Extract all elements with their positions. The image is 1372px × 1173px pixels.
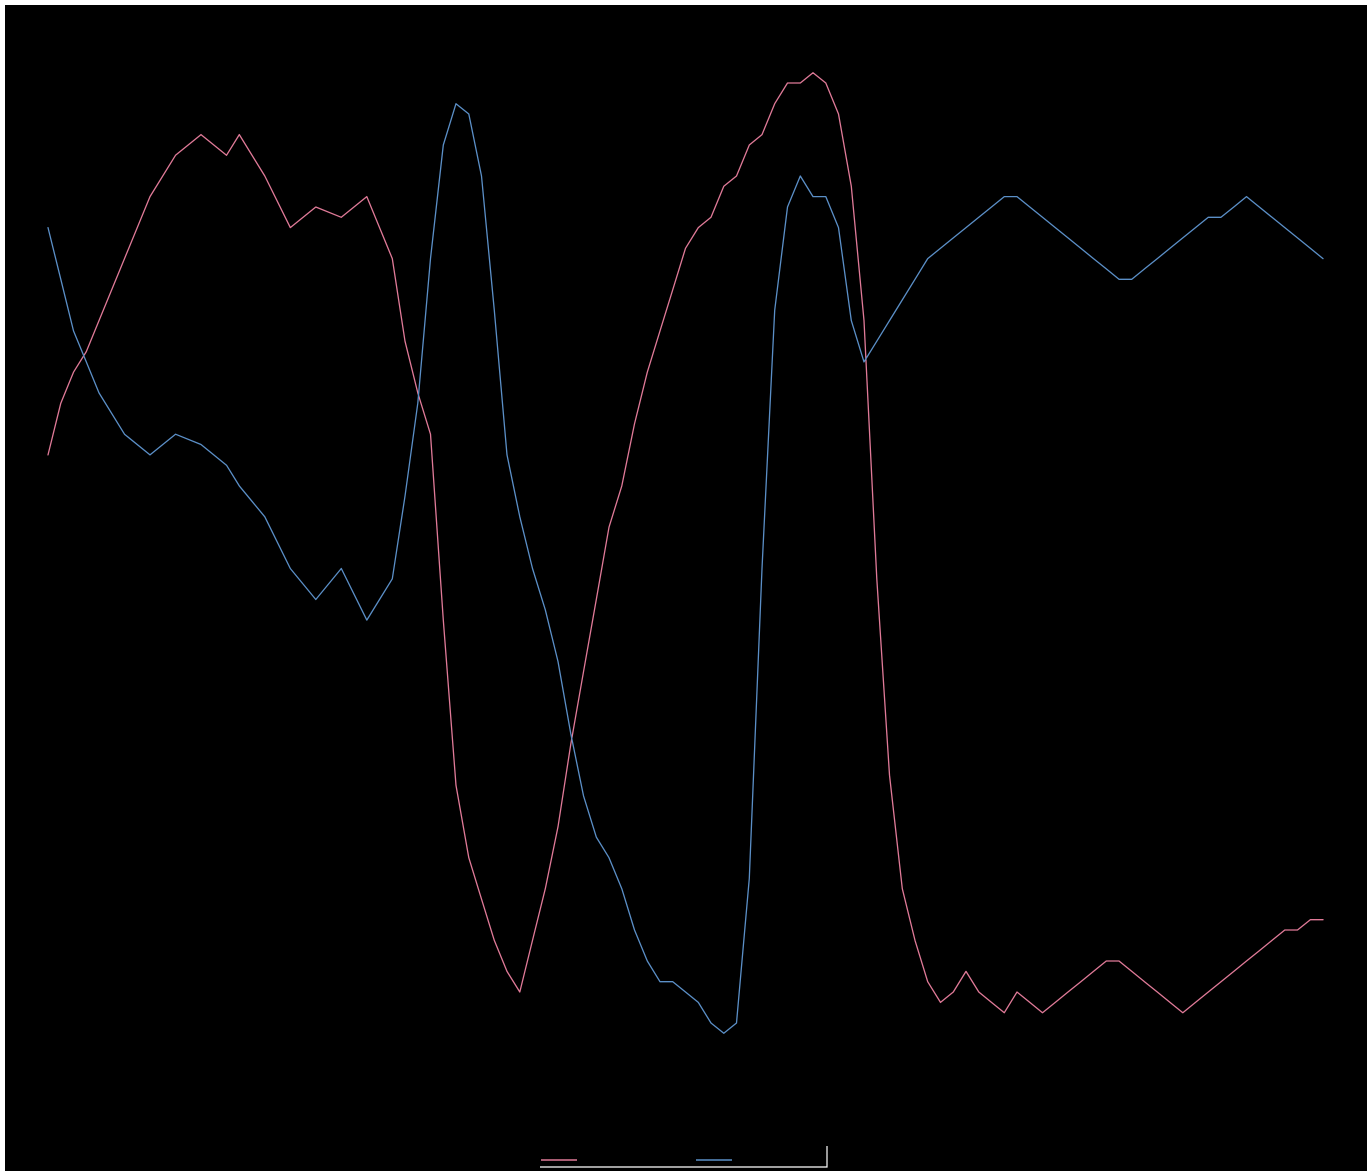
series-line-2 — [47, 103, 1324, 1034]
line-chart — [47, 72, 1324, 1168]
chart-area — [5, 5, 1367, 1171]
series-layer — [47, 72, 1324, 1034]
legend-box — [540, 1146, 828, 1168]
series-line-1 — [47, 72, 1324, 1014]
legend — [540, 1146, 828, 1168]
